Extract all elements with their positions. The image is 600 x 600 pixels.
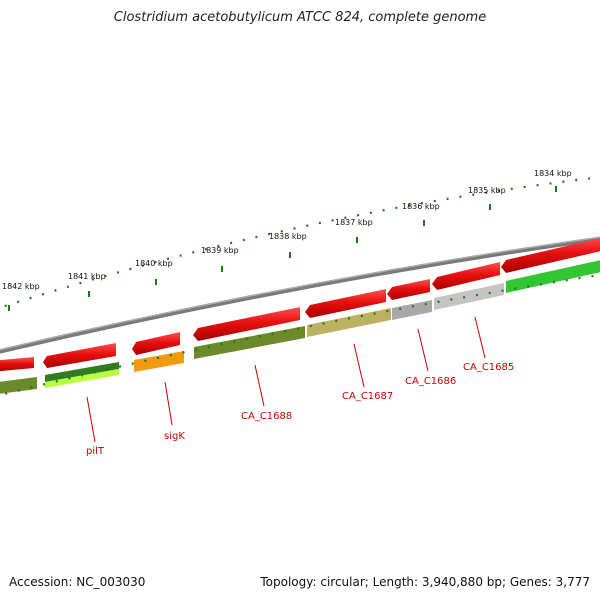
gene-label[interactable]: CA_C1686 — [405, 376, 456, 387]
kbp-tick: 1834 kbp — [534, 169, 572, 192]
kbp-tick-label: 1840 kbp — [135, 259, 173, 268]
topology-text: Topology: circular; Length: 3,940,880 bp… — [260, 575, 590, 589]
feature-bar[interactable] — [194, 326, 305, 359]
kbp-tick-label: 1837 kbp — [335, 218, 373, 227]
kbp-tick: 1836 kbp — [402, 202, 440, 226]
gene-label[interactable]: pilT — [86, 446, 105, 457]
feature-bar[interactable] — [392, 300, 432, 320]
kbp-tick-label: 1841 kbp — [68, 272, 106, 281]
kbp-tick: 1841 kbp — [68, 272, 106, 297]
cds-feature[interactable] — [305, 289, 386, 318]
cds-feature[interactable] — [387, 279, 430, 300]
feature-bar[interactable] — [134, 351, 184, 372]
kbp-tick: 1837 kbp — [335, 218, 373, 243]
cds-feature[interactable] — [43, 343, 116, 368]
gene-label[interactable]: sigK — [164, 431, 185, 442]
cds-feature[interactable] — [432, 262, 500, 290]
cds-feature[interactable] — [501, 236, 600, 273]
inner-tick-track — [0, 273, 600, 397]
feature-bar[interactable] — [45, 369, 119, 388]
map-title: Clostridium acetobutylicum ATCC 824, com… — [113, 10, 487, 25]
gene-label[interactable]: CA_C1685 — [463, 362, 514, 373]
kbp-tick: 1839 kbp — [201, 246, 239, 272]
kbp-tick-label: 1834 kbp — [534, 169, 572, 178]
genome-backbone — [0, 236, 600, 354]
cds-feature[interactable] — [0, 357, 34, 372]
gene-label[interactable]: CA_C1688 — [241, 411, 292, 422]
kbp-tick: 1842 kbp — [2, 282, 40, 311]
feature-bar[interactable] — [434, 283, 504, 310]
kbp-tick: 1838 kbp — [269, 232, 307, 258]
kbp-tick-label: 1838 kbp — [269, 232, 307, 241]
kbp-tick-label: 1839 kbp — [201, 246, 239, 255]
feature-bar[interactable] — [506, 258, 600, 293]
accession-text: Accession: NC_003030 — [9, 575, 146, 589]
gene-label[interactable]: CA_C1687 — [342, 391, 393, 402]
kbp-tick-label: 1842 kbp — [2, 282, 40, 291]
feature-bar[interactable] — [307, 308, 391, 337]
kbp-tick: 1840 kbp — [135, 259, 173, 285]
kbp-tick: 1835 kbp — [468, 186, 506, 210]
kbp-tick-label: 1835 kbp — [468, 186, 506, 195]
feature-bar[interactable] — [0, 377, 37, 395]
cds-feature[interactable] — [132, 332, 180, 355]
feature-bar[interactable] — [45, 362, 119, 382]
cds-feature[interactable] — [193, 307, 300, 341]
kbp-tick-label: 1836 kbp — [402, 202, 440, 211]
